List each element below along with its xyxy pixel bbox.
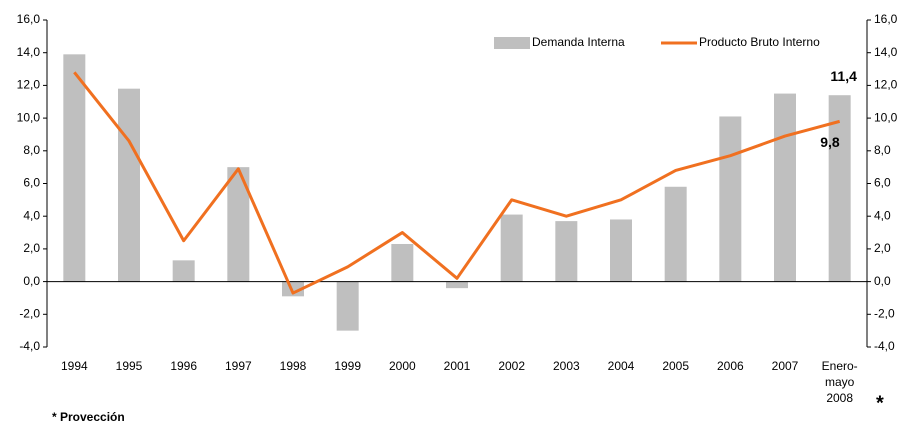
y2-tick-label: -4,0 — [874, 339, 895, 353]
bar — [610, 219, 632, 282]
x-tick-label: 2002 — [498, 359, 525, 373]
legend-label: Producto Bruto Interno — [699, 35, 820, 49]
x-tick-label: 1995 — [116, 359, 143, 373]
bar — [446, 281, 468, 289]
bar — [774, 93, 796, 282]
bar — [227, 167, 250, 282]
legend-swatch — [494, 37, 530, 49]
x-tick-label: 2005 — [662, 359, 689, 373]
y2-tick-label: 12,0 — [874, 78, 898, 92]
bar — [719, 116, 742, 282]
bar — [555, 221, 578, 282]
legend-label: Demanda Interna — [532, 35, 625, 49]
x-tick-label: 1999 — [334, 359, 361, 373]
y2-tick-label: 6,0 — [874, 176, 891, 190]
y-tick-label: 8,0 — [23, 143, 40, 157]
bar — [336, 281, 359, 331]
x-tick-label: 2001 — [444, 359, 471, 373]
y2-tick-label: 0,0 — [874, 274, 891, 288]
x-tick-label: 1994 — [61, 359, 88, 373]
y2-tick-label: 14,0 — [874, 45, 898, 59]
footnote: * Provección — [52, 410, 125, 424]
y-tick-label: 12,0 — [17, 78, 41, 92]
y-tick-label: 14,0 — [17, 45, 41, 59]
x-tick-label: Enero-mayo 2008 — [822, 359, 858, 405]
y-tick-label: 6,0 — [23, 176, 40, 190]
x-tick-label: 2003 — [553, 359, 580, 373]
data-label: 9,8 — [820, 134, 840, 150]
x-tick-label: 2000 — [389, 359, 416, 373]
bar — [664, 186, 687, 282]
y2-tick-label: 2,0 — [874, 241, 891, 255]
bar — [391, 243, 414, 282]
y-tick-label: -2,0 — [19, 306, 40, 320]
y2-tick-label: 10,0 — [874, 110, 898, 124]
bar — [172, 260, 195, 282]
x-tick-label: 2007 — [772, 359, 799, 373]
y-tick-label: 16,0 — [17, 12, 41, 26]
x-tick-label: 2006 — [717, 359, 744, 373]
y-tick-label: -4,0 — [19, 339, 40, 353]
bar — [118, 88, 140, 282]
bar — [63, 54, 86, 282]
y-tick-label: 2,0 — [23, 241, 40, 255]
y2-tick-label: -2,0 — [874, 306, 895, 320]
y2-tick-label: 4,0 — [874, 208, 891, 222]
y-tick-label: 0,0 — [23, 274, 40, 288]
x-tick-label: 1996 — [170, 359, 197, 373]
y-tick-label: 10,0 — [17, 110, 41, 124]
x-tick-label: 1998 — [280, 359, 307, 373]
data-label: 11,4 — [830, 68, 857, 84]
y-tick-label: 4,0 — [23, 208, 40, 222]
line — [73, 71, 841, 295]
asterisk: * — [876, 392, 884, 414]
x-tick-label: 2004 — [608, 359, 635, 373]
bar — [500, 214, 523, 282]
y2-tick-label: 16,0 — [874, 12, 898, 26]
x-tick-label: 1997 — [225, 359, 252, 373]
bar — [282, 281, 304, 297]
y2-tick-label: 8,0 — [874, 143, 891, 157]
bar — [828, 95, 851, 282]
